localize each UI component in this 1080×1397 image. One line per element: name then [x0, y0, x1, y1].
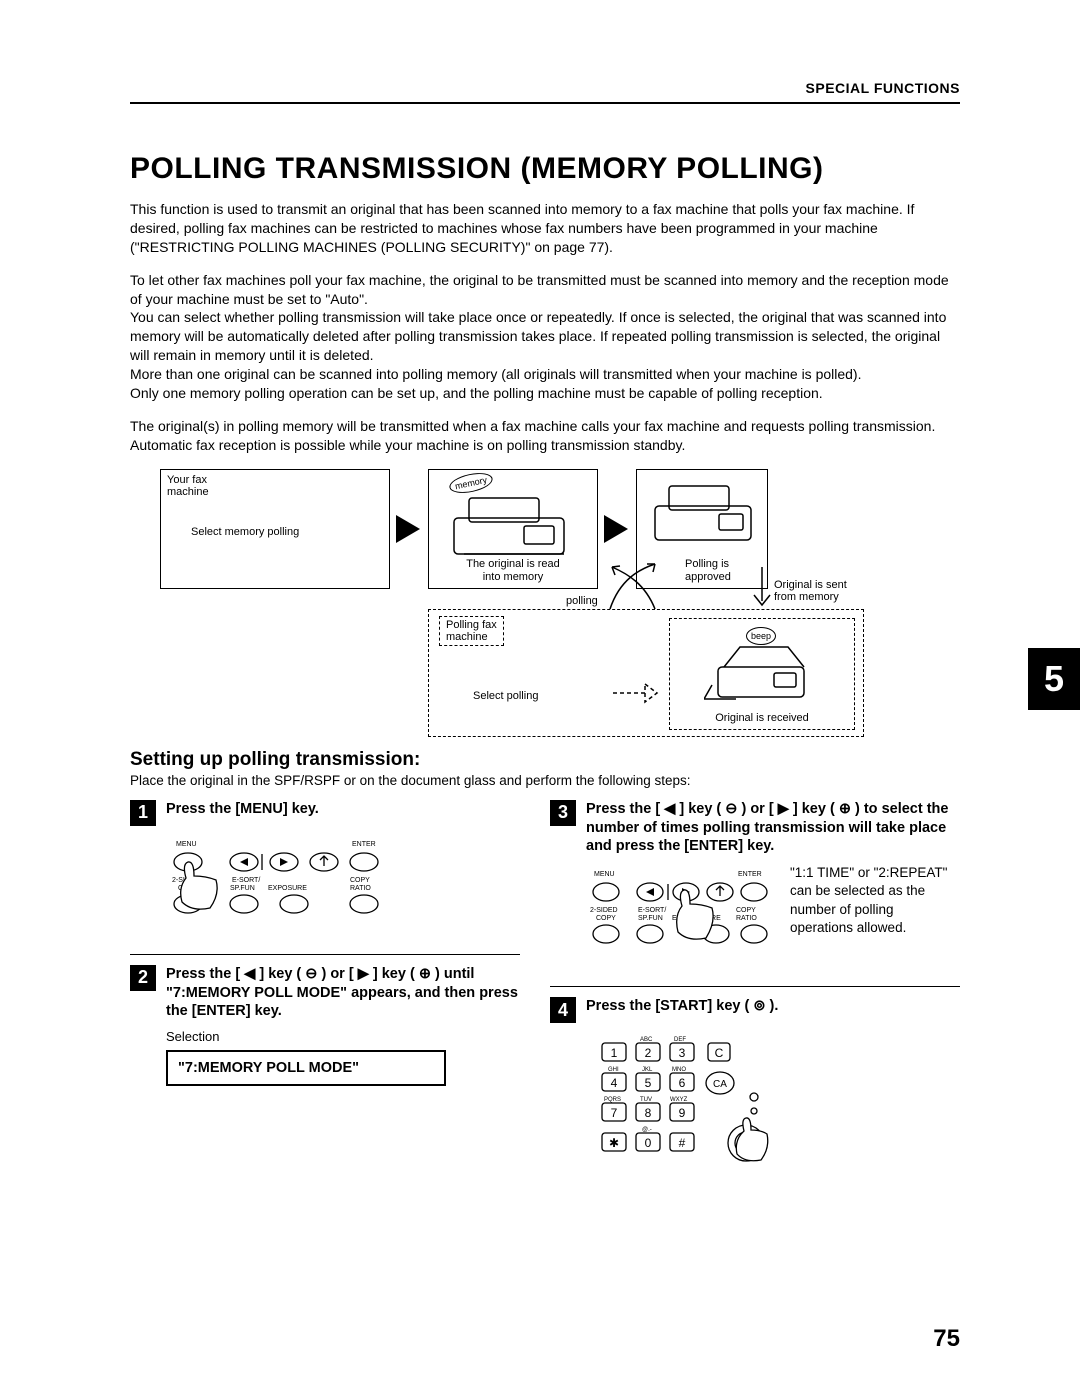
polling-fax-label: Polling fax machine [439, 616, 504, 646]
svg-text:RATIO: RATIO [350, 885, 371, 892]
svg-text:0: 0 [645, 1136, 652, 1150]
lcd-display: "7:MEMORY POLL MODE" [166, 1050, 446, 1086]
control-panel-illustration: MENU ENTER 2-SIDED E-SORT/ [166, 834, 396, 944]
subheading: Setting up polling transmission: [130, 749, 960, 771]
svg-text:ENTER: ENTER [352, 841, 376, 848]
arrow-icon [396, 515, 420, 543]
svg-text:EXPOSURE: EXPOSURE [268, 885, 307, 892]
chapter-tab: 5 [1028, 648, 1080, 710]
svg-text:8: 8 [645, 1106, 652, 1120]
right-column: 3 Press the [ ◀ ] key ( ⊖ ) or [ ▶ ] key… [550, 800, 960, 1188]
page-number: 75 [933, 1325, 960, 1353]
svg-text:4: 4 [611, 1076, 618, 1090]
svg-text:ENTER: ENTER [738, 871, 762, 878]
intro-para-2b: You can select whether polling transmiss… [130, 308, 960, 365]
svg-text:C: C [715, 1046, 724, 1060]
intro-para-1: This function is used to transmit an ori… [130, 200, 960, 257]
select-polling-label: Select polling [473, 690, 538, 703]
svg-text:✱: ✱ [609, 1136, 619, 1150]
svg-text:MENU: MENU [594, 871, 615, 878]
intro-para-2a: To let other fax machines poll your fax … [130, 271, 960, 309]
svg-text:2: 2 [645, 1046, 652, 1060]
header-rule [130, 102, 960, 104]
intro-para-2c: More than one original can be scanned in… [130, 365, 960, 384]
svg-text:TUV: TUV [640, 1097, 652, 1103]
keypad-illustration: ABC DEF GHI JKL MNO PQRS TUV WXYZ @.- [586, 1031, 816, 1181]
step-2-text: Press the [ ◀ ] key ( ⊖ ) or [ ▶ ] key (… [166, 965, 520, 1022]
svg-text:MENU: MENU [176, 841, 197, 848]
intro-para-3: The original(s) in polling memory will b… [130, 417, 960, 455]
svg-text:CA: CA [713, 1079, 727, 1090]
original-received-label: Original is received [670, 712, 854, 725]
dashed-arrow-icon [609, 678, 663, 708]
your-fax-label: Your fax machine [167, 474, 209, 499]
svg-text:7: 7 [611, 1106, 618, 1120]
svg-text:DEF: DEF [674, 1037, 686, 1043]
svg-text:SP.FUN: SP.FUN [230, 885, 255, 892]
selection-label: Selection [166, 1029, 520, 1044]
svg-text:SP.FUN: SP.FUN [638, 915, 663, 922]
printer-icon [434, 488, 594, 566]
svg-text:E-SORT/: E-SORT/ [638, 907, 666, 914]
step-3-text: Press the [ ◀ ] key ( ⊖ ) or [ ▶ ] key (… [586, 800, 960, 857]
svg-text:COPY: COPY [350, 877, 370, 884]
step-1-text: Press the [MENU] key. [166, 800, 319, 826]
step-4-text: Press the [START] key ( ⊚ ). [586, 997, 778, 1023]
svg-text:COPY: COPY [596, 915, 616, 922]
step-number-3: 3 [550, 800, 576, 826]
intro-para-2d: Only one memory polling operation can be… [130, 384, 960, 403]
arrow-icon [604, 515, 628, 543]
svg-text:1: 1 [611, 1046, 618, 1060]
lead-in: Place the original in the SPF/RSPF or on… [130, 773, 960, 788]
svg-text:RATIO: RATIO [736, 915, 757, 922]
svg-text:9: 9 [679, 1106, 686, 1120]
down-arrow-icon [750, 565, 790, 615]
left-column: 1 Press the [MENU] key. MENU ENTER [130, 800, 520, 1188]
svg-text:JKL: JKL [642, 1067, 653, 1073]
printer-icon [641, 478, 765, 562]
svg-text:PQRS: PQRS [604, 1097, 621, 1103]
control-panel-illustration: MENU ENTER 2-SIDED [586, 864, 776, 976]
svg-text:WXYZ: WXYZ [670, 1097, 688, 1103]
step-number-4: 4 [550, 997, 576, 1023]
svg-text:2-SIDED: 2-SIDED [590, 907, 618, 914]
step-number-2: 2 [130, 965, 156, 991]
svg-text:GHI: GHI [608, 1067, 619, 1073]
svg-text:MNO: MNO [672, 1067, 686, 1073]
polling-approved-label: Polling is approved [685, 558, 731, 583]
polling-word: polling [566, 595, 598, 608]
page-title: POLLING TRANSMISSION (MEMORY POLLING) [130, 152, 960, 186]
svg-text:6: 6 [679, 1076, 686, 1090]
svg-text:E-SORT/: E-SORT/ [232, 877, 260, 884]
step-3-note: "1:1 TIME" or "2:REPEAT" can be selected… [790, 864, 960, 937]
flow-diagram: Your fax machine Select memory polling m… [160, 469, 880, 739]
select-memory-polling: Select memory polling [191, 526, 299, 539]
svg-text:3: 3 [679, 1046, 686, 1060]
header-section: SPECIAL FUNCTIONS [130, 80, 960, 96]
original-read-label: The original is read into memory [429, 558, 597, 583]
svg-text:COPY: COPY [736, 907, 756, 914]
step-number-1: 1 [130, 800, 156, 826]
svg-text:#: # [679, 1136, 686, 1150]
svg-text:5: 5 [645, 1076, 652, 1090]
fax-receive-icon [704, 641, 824, 711]
svg-text:@.-: @.- [642, 1127, 652, 1133]
svg-text:ABC: ABC [640, 1037, 653, 1043]
